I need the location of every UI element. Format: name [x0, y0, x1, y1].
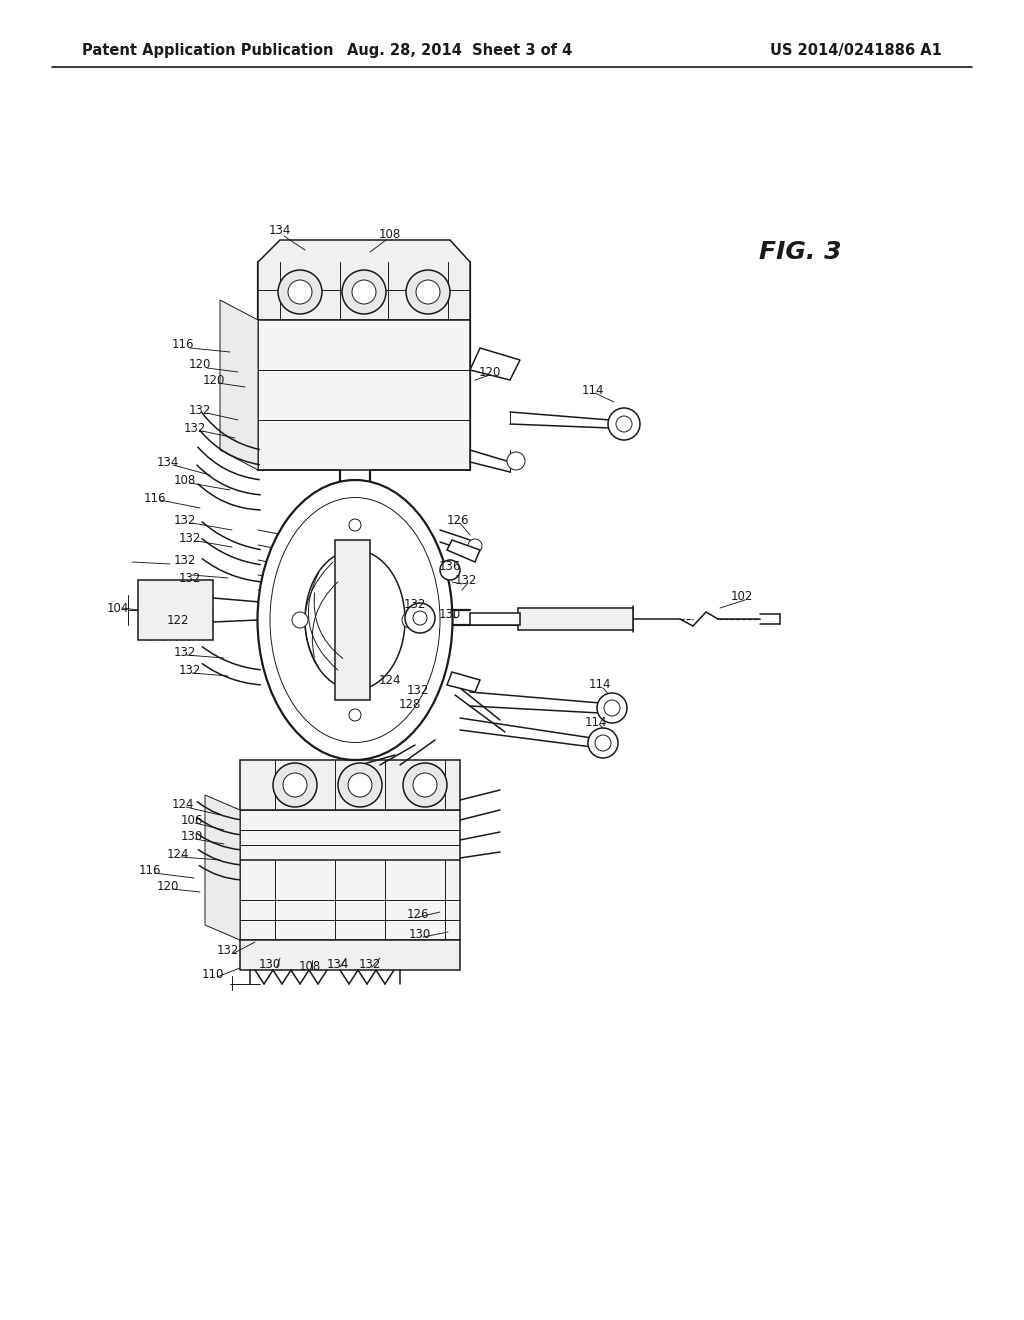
Text: 114: 114 — [582, 384, 604, 396]
Text: 132: 132 — [174, 513, 197, 527]
Text: Aug. 28, 2014  Sheet 3 of 4: Aug. 28, 2014 Sheet 3 of 4 — [347, 42, 572, 58]
Text: 126: 126 — [407, 908, 429, 921]
Ellipse shape — [257, 480, 453, 760]
Text: 132: 132 — [403, 598, 426, 611]
Ellipse shape — [270, 498, 440, 742]
Circle shape — [608, 408, 640, 440]
Text: 108: 108 — [379, 228, 401, 242]
Circle shape — [338, 763, 382, 807]
Text: 132: 132 — [358, 958, 381, 972]
Circle shape — [604, 700, 620, 715]
Circle shape — [349, 709, 361, 721]
Text: 108: 108 — [299, 961, 322, 974]
Text: 106: 106 — [181, 813, 203, 826]
Text: 134: 134 — [269, 223, 291, 236]
Text: 132: 132 — [179, 532, 201, 544]
Bar — [335, 540, 370, 700]
Polygon shape — [470, 348, 520, 380]
Text: 130: 130 — [439, 609, 461, 622]
Circle shape — [588, 729, 618, 758]
Circle shape — [349, 519, 361, 531]
Text: 124: 124 — [172, 797, 195, 810]
Text: 120: 120 — [157, 879, 179, 892]
Text: 136: 136 — [439, 561, 461, 573]
Text: 132: 132 — [184, 421, 206, 434]
Circle shape — [413, 611, 427, 624]
Polygon shape — [258, 319, 470, 470]
Text: 134: 134 — [327, 958, 349, 972]
Circle shape — [292, 612, 308, 628]
Text: 116: 116 — [172, 338, 195, 351]
Text: 124: 124 — [379, 673, 401, 686]
Text: 126: 126 — [446, 513, 469, 527]
Polygon shape — [240, 810, 460, 940]
Polygon shape — [240, 940, 460, 970]
Circle shape — [597, 693, 627, 723]
Text: 130: 130 — [181, 829, 203, 842]
Text: FIG. 3: FIG. 3 — [759, 240, 842, 264]
Polygon shape — [447, 540, 480, 562]
Text: 120: 120 — [188, 359, 211, 371]
Circle shape — [468, 539, 482, 553]
Circle shape — [342, 271, 386, 314]
Text: 132: 132 — [217, 944, 240, 957]
Circle shape — [413, 774, 437, 797]
Text: 132: 132 — [407, 684, 429, 697]
Circle shape — [283, 774, 307, 797]
Text: 104: 104 — [106, 602, 129, 615]
Ellipse shape — [305, 550, 406, 690]
Polygon shape — [205, 795, 240, 940]
Text: 116: 116 — [143, 491, 166, 504]
Text: 132: 132 — [179, 664, 201, 676]
Text: 132: 132 — [188, 404, 211, 417]
Text: 132: 132 — [455, 573, 477, 586]
Circle shape — [616, 416, 632, 432]
Text: 122: 122 — [167, 614, 189, 627]
Circle shape — [273, 763, 317, 807]
Text: 130: 130 — [259, 958, 282, 972]
Text: 110: 110 — [202, 969, 224, 982]
Circle shape — [348, 774, 372, 797]
Text: 108: 108 — [174, 474, 197, 487]
Text: 116: 116 — [138, 863, 161, 876]
Text: 132: 132 — [174, 553, 197, 566]
Circle shape — [507, 451, 525, 470]
Circle shape — [440, 560, 460, 579]
Polygon shape — [258, 240, 470, 319]
Polygon shape — [447, 672, 480, 692]
Text: 128: 128 — [398, 698, 421, 711]
Text: 124: 124 — [167, 847, 189, 861]
Text: 130: 130 — [409, 928, 431, 940]
Circle shape — [403, 763, 447, 807]
Circle shape — [288, 280, 312, 304]
Circle shape — [402, 612, 418, 628]
Circle shape — [406, 271, 450, 314]
Bar — [470, 612, 520, 624]
Circle shape — [416, 280, 440, 304]
Circle shape — [595, 735, 611, 751]
Text: 132: 132 — [179, 572, 201, 585]
Polygon shape — [220, 300, 258, 470]
Text: 102: 102 — [731, 590, 754, 603]
Text: 120: 120 — [203, 374, 225, 387]
Polygon shape — [240, 760, 460, 810]
Bar — [518, 609, 633, 630]
Circle shape — [406, 603, 435, 634]
Text: 120: 120 — [479, 366, 501, 379]
Text: 132: 132 — [174, 645, 197, 659]
Circle shape — [278, 271, 322, 314]
Text: Patent Application Publication: Patent Application Publication — [82, 42, 334, 58]
Text: 134: 134 — [157, 455, 179, 469]
Text: 114: 114 — [589, 678, 611, 692]
Bar — [138, 579, 213, 640]
Text: US 2014/0241886 A1: US 2014/0241886 A1 — [770, 42, 942, 58]
Text: 114: 114 — [585, 715, 607, 729]
Circle shape — [352, 280, 376, 304]
